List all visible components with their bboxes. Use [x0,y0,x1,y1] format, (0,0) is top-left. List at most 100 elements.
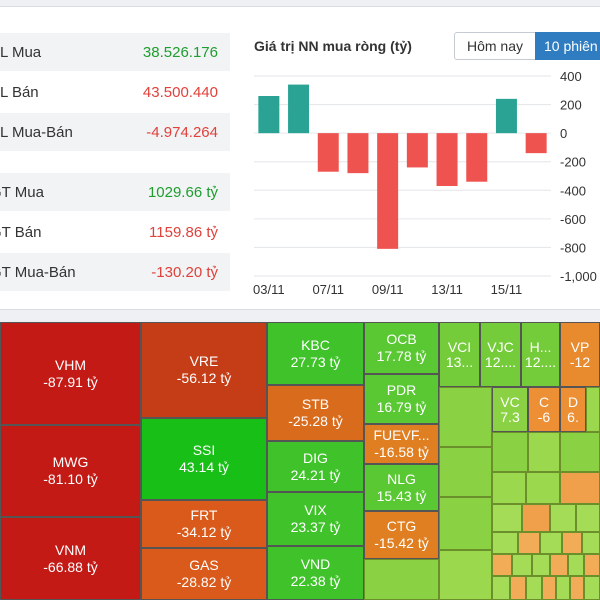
tile-symbol: D [567,393,579,410]
tile-value: -16.58 tỷ [374,444,429,460]
tile-value: -12 [569,353,591,370]
tile-symbol: KBC [301,336,330,353]
stat-row-gt-mua-ban: GT Mua-Bán -130.20 tỷ [0,253,230,291]
treemap-tile-stb[interactable]: STB -25.28 tỷ [267,385,364,441]
x-tick-label: 15/11 [491,282,523,297]
treemap-tile-fuevf[interactable]: FUEVF... -16.58 tỷ [364,424,439,464]
treemap-tile-small[interactable] [532,554,550,576]
treemap-tile-gas[interactable]: GAS -28.82 tỷ [141,548,267,600]
treemap-tile-small[interactable] [492,472,526,504]
stat-value: -4.974.264 [146,123,218,141]
treemap-tile-small[interactable] [510,576,526,600]
stat-label: GT Mua-Bán [0,263,76,281]
treemap-tile-small[interactable] [560,432,600,472]
treemap-tile-vnm[interactable]: VNM -66.88 tỷ [0,517,141,600]
treemap-tile-small[interactable] [492,504,522,532]
treemap-tile-small[interactable] [584,554,600,576]
y-tick-label: 0 [560,126,567,141]
stat-label: GT Mua [0,183,44,201]
x-tick-label: 07/11 [312,282,344,297]
tab-10-sessions[interactable]: 10 phiên [535,32,600,60]
tile-symbol: VRE [189,353,219,369]
tile-value: 12.... [484,353,517,370]
treemap-tile-vjc[interactable]: VJC 12.... [480,322,521,387]
treemap-tile-vnd[interactable]: VND 22.38 tỷ [267,546,364,600]
bar-07/11 [317,133,339,172]
treemap-tile-h[interactable]: H... 12.... [521,322,560,387]
treemap-tile-small[interactable] [586,387,600,432]
treemap-tile-vci[interactable]: VCI 13... [439,322,480,387]
treemap-tile-ocb[interactable]: OCB 17.78 tỷ [364,322,439,374]
tile-value: -25.28 tỷ [288,413,343,429]
treemap-tile-small[interactable] [492,432,528,472]
tile-symbol: SSI [192,442,216,458]
tab-today[interactable]: Hôm nay [454,32,536,60]
tile-symbol: VHM [54,356,87,373]
treemap-tile-vp[interactable]: VP -12 [560,322,600,387]
treemap-tile-small[interactable] [528,432,560,472]
treemap-tile-small[interactable] [540,532,562,554]
treemap-tile-small[interactable] [542,576,556,600]
treemap-tile-small[interactable] [439,447,492,497]
treemap-tile-small[interactable] [562,532,582,554]
treemap-tile-kbc[interactable]: KBC 27.73 tỷ [267,322,364,385]
treemap-tile-small[interactable] [582,532,600,554]
bar-11/11 [436,133,458,186]
tile-symbol: NLG [387,470,416,487]
tile-value: -6 [537,408,551,425]
treemap-tile-small[interactable] [576,504,600,532]
treemap-tile-small[interactable] [518,532,540,554]
treemap-tile-vhm[interactable]: VHM -87.91 tỷ [0,322,141,425]
treemap-tile-nlg[interactable]: NLG 15.43 tỷ [364,464,439,511]
treemap-tile-small[interactable] [556,576,570,600]
treemap-tile-ssi[interactable]: SSI 43.14 tỷ [141,418,267,500]
treemap-tile-small[interactable] [584,576,600,600]
tile-symbol: OCB [386,331,417,347]
treemap-tile-frt[interactable]: FRT -34.12 tỷ [141,500,267,548]
treemap: VHM -87.91 tỷ MWG -81.10 tỷ VNM -66.88 tỷ VRE -… [0,322,600,600]
treemap-tile-vc[interactable]: VC 7.3 [492,387,528,432]
treemap-tile-small[interactable] [492,532,518,554]
treemap-tile-small[interactable] [560,472,600,504]
treemap-tile-small[interactable] [522,504,550,532]
treemap-tile-small[interactable] [570,576,584,600]
tile-value: 43.14 tỷ [179,459,229,475]
treemap-tile-small[interactable] [526,576,542,600]
stat-row-kl-ban: KL Bán 43.500.440 [0,73,230,111]
treemap-tile-pdr[interactable]: PDR 16.79 tỷ [364,374,439,424]
bar-03/11 [258,96,280,134]
tile-symbol: VP [570,338,590,355]
treemap-tile-dig[interactable]: DIG 24.21 tỷ [267,441,364,492]
tile-symbol: PDR [386,382,417,398]
treemap-tile-small[interactable] [550,504,576,532]
y-tick-label: -1,000 [560,269,597,284]
y-tick-label: 400 [560,69,582,84]
treemap-tile-small[interactable] [526,472,560,504]
tile-value: -81.10 tỷ [43,471,98,487]
treemap-tile-small[interactable] [568,554,584,576]
treemap-tile-vix[interactable]: VIX 23.37 tỷ [267,492,364,546]
treemap-tile-small[interactable] [550,554,568,576]
treemap-tile-small[interactable] [492,576,510,600]
treemap-tile-d[interactable]: D 6. [560,387,586,432]
tile-symbol: DIG [303,449,328,466]
treemap-tile-mwg[interactable]: MWG -81.10 tỷ [0,425,141,517]
treemap-tile-small[interactable] [439,497,492,550]
treemap-tile-small[interactable] [364,559,439,600]
tile-value: 27.73 tỷ [290,353,341,370]
y-tick-label: -400 [560,183,586,198]
bar-14/11 [466,133,488,182]
treemap-tile-small[interactable] [512,554,532,576]
treemap-tile-small[interactable] [439,550,492,600]
stat-value: 1029.66 tỷ [147,183,218,201]
stat-value: 43.500.440 [142,83,218,101]
tile-value: 22.38 tỷ [290,573,341,589]
treemap-tile-small[interactable] [439,387,492,447]
tile-symbol: STB [301,396,330,412]
treemap-tile-c[interactable]: C -6 [528,387,560,432]
tile-symbol: H... [529,338,552,355]
treemap-tile-small[interactable] [492,554,512,576]
x-tick-label: 03/11 [253,282,285,297]
treemap-tile-vre[interactable]: VRE -56.12 tỷ [141,322,267,418]
treemap-tile-ctg[interactable]: CTG -15.42 tỷ [364,511,439,559]
